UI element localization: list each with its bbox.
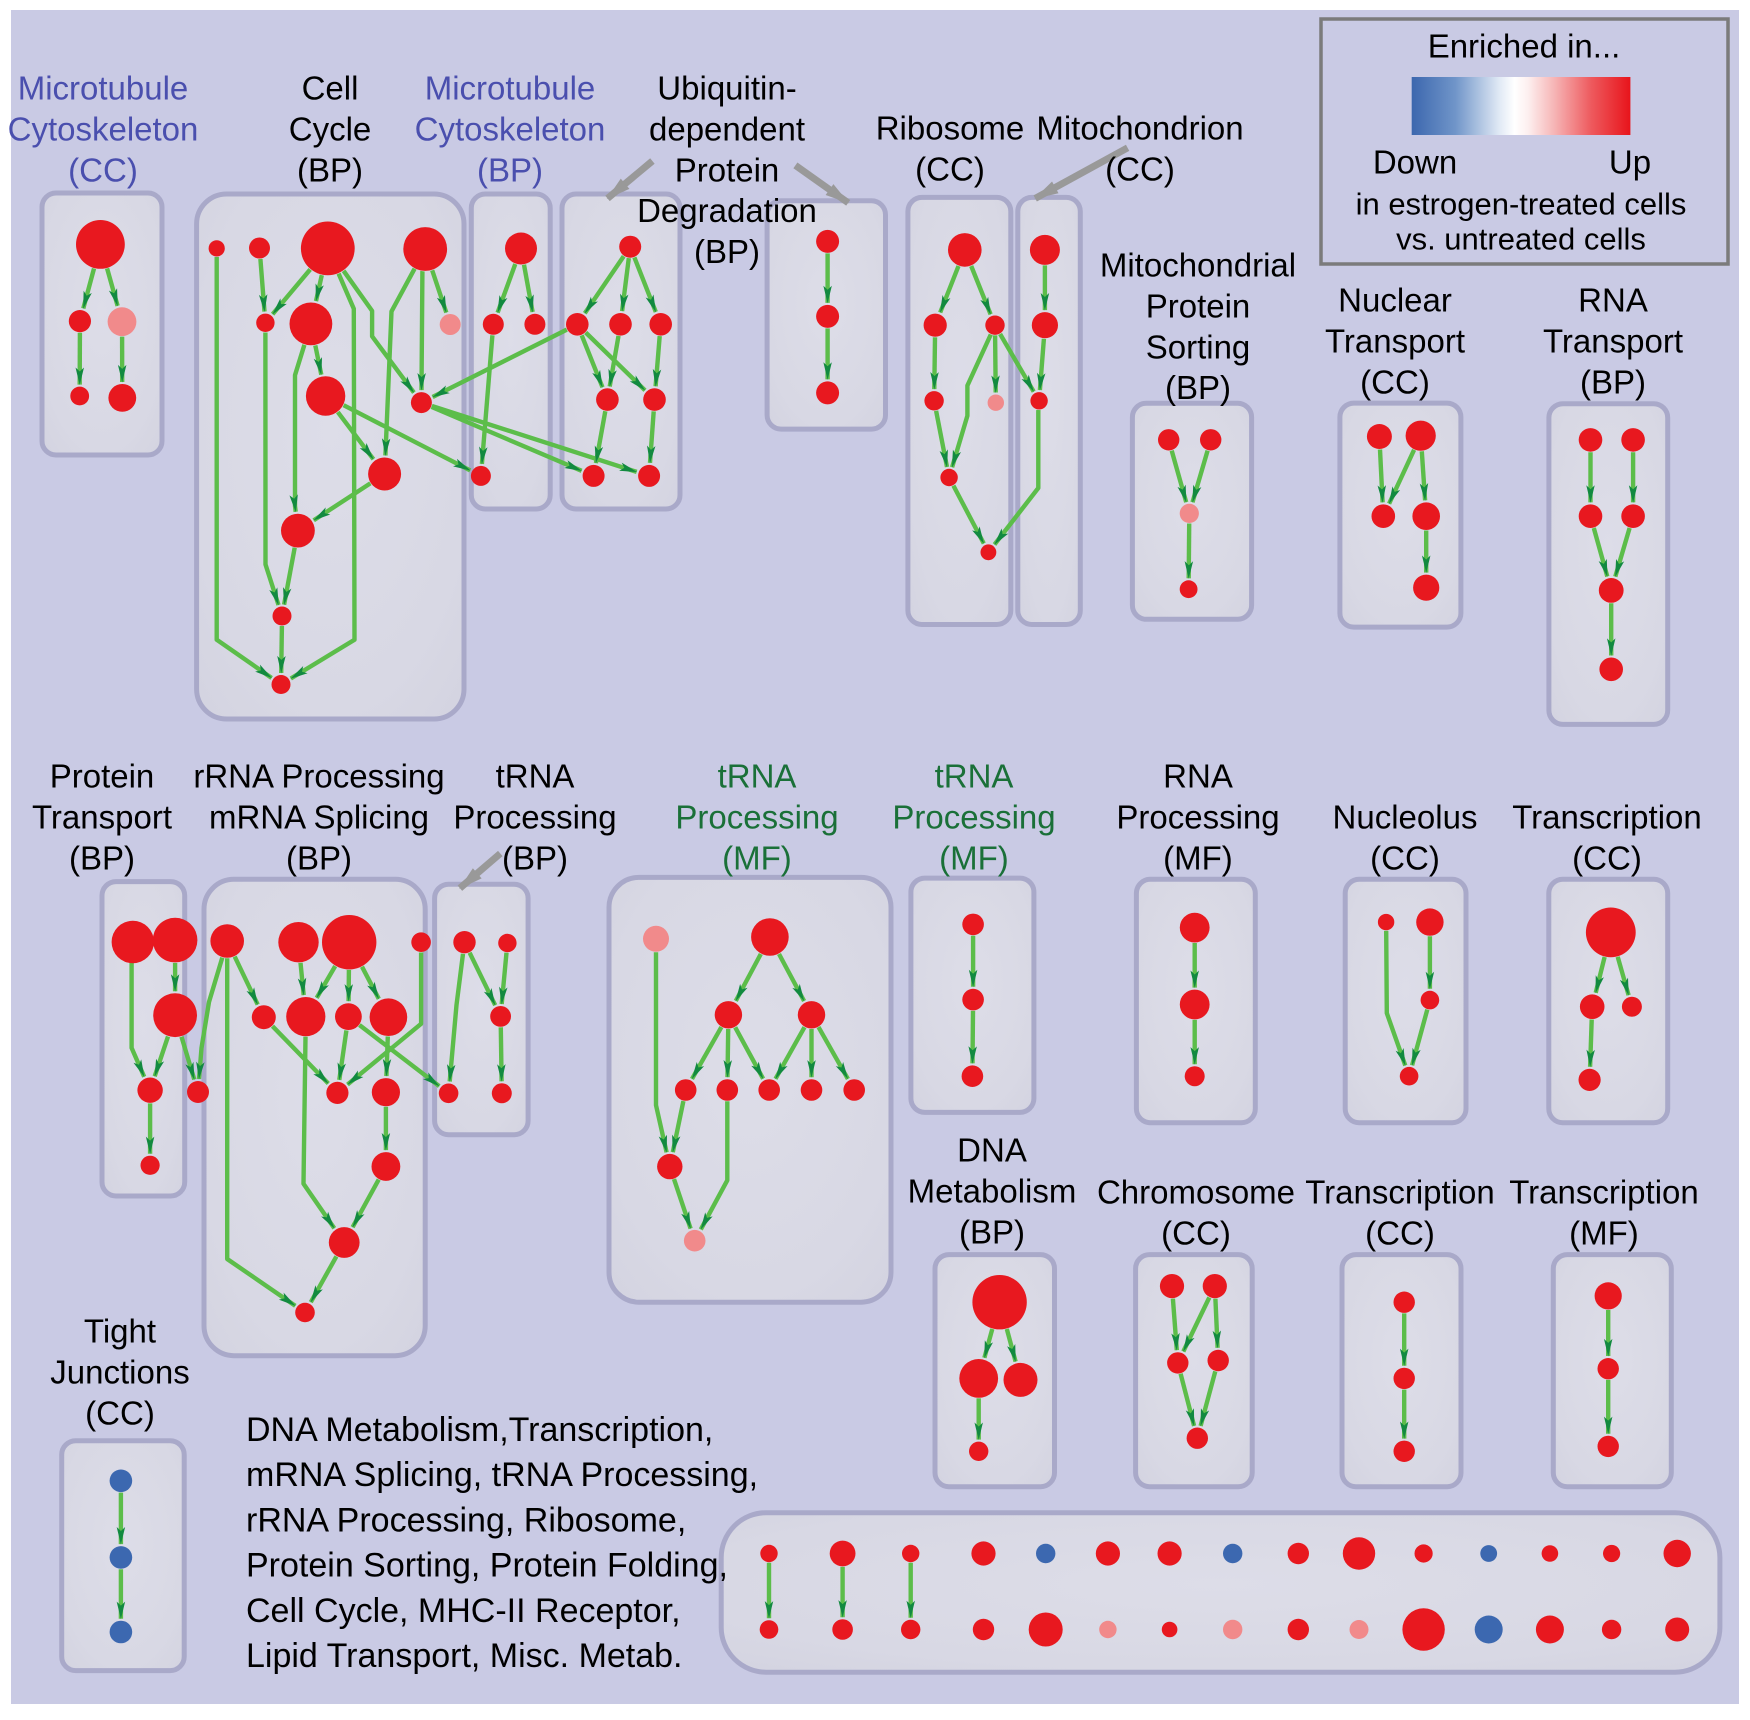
svg-text:(CC): (CC) (1105, 150, 1175, 187)
svg-text:Protein: Protein (675, 151, 780, 188)
svg-text:Chromosome: Chromosome (1097, 1174, 1295, 1211)
svg-text:Transport: Transport (32, 798, 172, 835)
svg-text:Microtubule: Microtubule (18, 70, 189, 107)
svg-text:Processing: Processing (892, 798, 1055, 835)
svg-text:mRNA Splicing, tRNA Processing: mRNA Splicing, tRNA Processing, (246, 1456, 758, 1494)
svg-text:(BP): (BP) (477, 151, 543, 188)
svg-text:Mitochondrion: Mitochondrion (1036, 110, 1243, 147)
svg-text:(CC): (CC) (68, 151, 138, 188)
svg-text:Metabolism: Metabolism (908, 1172, 1077, 1209)
svg-text:Microtubule: Microtubule (425, 70, 596, 107)
svg-text:(CC): (CC) (1370, 839, 1440, 876)
svg-text:(BP): (BP) (694, 233, 760, 270)
svg-text:Tight: Tight (84, 1313, 156, 1350)
svg-text:(MF): (MF) (1163, 839, 1233, 876)
svg-text:Ubiquitin-: Ubiquitin- (657, 70, 796, 107)
svg-text:(MF): (MF) (939, 839, 1009, 876)
svg-text:Processing: Processing (453, 798, 616, 835)
svg-text:Down: Down (1373, 144, 1457, 181)
svg-text:(CC): (CC) (1572, 839, 1642, 876)
svg-text:Protein: Protein (50, 758, 155, 795)
svg-text:RNA: RNA (1163, 758, 1233, 795)
svg-text:Transcription: Transcription (1305, 1174, 1495, 1211)
svg-text:vs. untreated cells: vs. untreated cells (1396, 222, 1646, 257)
svg-text:(CC): (CC) (1365, 1214, 1435, 1251)
svg-text:Cell Cycle, MHC-II Receptor,: Cell Cycle, MHC-II Receptor, (246, 1592, 681, 1630)
svg-text:tRNA: tRNA (935, 758, 1014, 795)
svg-text:in estrogen-treated cells: in estrogen-treated cells (1356, 187, 1687, 222)
svg-text:Transport: Transport (1325, 322, 1465, 359)
svg-text:DNA Metabolism,Transcription,: DNA Metabolism,Transcription, (246, 1411, 713, 1449)
svg-text:RNA: RNA (1578, 282, 1648, 319)
svg-text:Ribosome: Ribosome (876, 110, 1025, 147)
svg-text:(BP): (BP) (286, 839, 352, 876)
svg-text:Processing: Processing (675, 798, 838, 835)
svg-text:DNA: DNA (957, 1132, 1027, 1169)
svg-text:(BP): (BP) (1165, 369, 1231, 406)
svg-text:(CC): (CC) (915, 150, 985, 187)
svg-text:Sorting: Sorting (1146, 328, 1251, 365)
svg-text:Up: Up (1609, 144, 1651, 181)
svg-text:Transcription: Transcription (1512, 799, 1702, 836)
svg-text:dependent: dependent (649, 110, 805, 147)
svg-text:Cell: Cell (302, 70, 359, 107)
svg-text:rRNA Processing, Ribosome,: rRNA Processing, Ribosome, (246, 1501, 686, 1539)
svg-text:(CC): (CC) (1360, 363, 1430, 400)
svg-text:Processing: Processing (1116, 798, 1279, 835)
svg-text:(CC): (CC) (1161, 1214, 1231, 1251)
svg-text:Nucleolus: Nucleolus (1333, 799, 1478, 836)
svg-text:Junctions: Junctions (50, 1353, 189, 1390)
svg-text:Lipid Transport, Misc. Metab.: Lipid Transport, Misc. Metab. (246, 1637, 683, 1675)
svg-text:(BP): (BP) (959, 1213, 1025, 1250)
svg-text:Transcription: Transcription (1509, 1174, 1699, 1211)
svg-text:Protein Sorting, Protein Foldi: Protein Sorting, Protein Folding, (246, 1547, 728, 1585)
svg-text:(MF): (MF) (1569, 1214, 1639, 1251)
svg-text:(MF): (MF) (722, 839, 792, 876)
svg-text:Cytoskeleton: Cytoskeleton (8, 110, 199, 147)
svg-text:Enriched in...: Enriched in... (1428, 28, 1621, 65)
svg-text:Mitochondrial: Mitochondrial (1100, 247, 1296, 284)
svg-text:(CC): (CC) (85, 1394, 155, 1431)
svg-text:Transport: Transport (1543, 322, 1683, 359)
svg-text:Cytoskeleton: Cytoskeleton (415, 110, 606, 147)
svg-text:Degradation: Degradation (637, 192, 817, 229)
svg-text:(BP): (BP) (69, 839, 135, 876)
svg-text:mRNA Splicing: mRNA Splicing (209, 798, 429, 835)
svg-text:(BP): (BP) (297, 151, 363, 188)
svg-text:Protein: Protein (1146, 287, 1251, 324)
svg-text:Nuclear: Nuclear (1338, 282, 1452, 319)
svg-text:tRNA: tRNA (718, 758, 797, 795)
svg-text:(BP): (BP) (502, 839, 568, 876)
svg-text:(BP): (BP) (1580, 363, 1646, 400)
svg-text:tRNA: tRNA (496, 758, 575, 795)
svg-text:Cycle: Cycle (289, 110, 372, 147)
svg-text:rRNA Processing: rRNA Processing (193, 758, 444, 795)
